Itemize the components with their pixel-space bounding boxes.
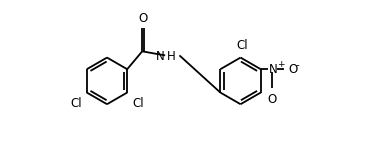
Text: O: O bbox=[288, 63, 298, 76]
Text: H: H bbox=[167, 50, 176, 63]
Text: +: + bbox=[277, 60, 285, 69]
Text: O: O bbox=[138, 12, 148, 25]
Text: N: N bbox=[156, 50, 165, 63]
Text: O: O bbox=[267, 93, 277, 106]
Text: Cl: Cl bbox=[236, 39, 248, 52]
Text: Cl: Cl bbox=[132, 97, 144, 110]
Text: -: - bbox=[295, 60, 299, 70]
Text: Cl: Cl bbox=[70, 97, 81, 110]
Text: N: N bbox=[269, 63, 278, 76]
